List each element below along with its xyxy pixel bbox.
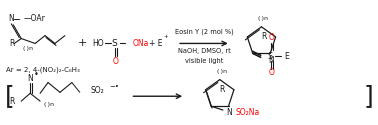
Text: −•: −• — [110, 84, 119, 90]
Text: Ar = 2, 4-(NO₂)₂-C₆H₃: Ar = 2, 4-(NO₂)₂-C₆H₃ — [6, 67, 80, 73]
Text: R: R — [9, 97, 14, 106]
Text: ( )n: ( )n — [217, 69, 227, 74]
Text: E: E — [285, 52, 289, 61]
Text: +: + — [78, 38, 87, 48]
Text: Eosin Y (2 mol %): Eosin Y (2 mol %) — [175, 28, 233, 35]
Text: ( )n: ( )n — [23, 46, 33, 51]
Text: ]: ] — [364, 84, 373, 108]
Text: R: R — [220, 85, 225, 94]
Text: O: O — [269, 68, 274, 77]
Text: visible light: visible light — [185, 58, 223, 64]
Text: N: N — [8, 14, 14, 24]
Text: N: N — [268, 56, 274, 65]
Text: ( )n: ( )n — [44, 102, 54, 106]
Text: HO: HO — [93, 39, 104, 48]
Text: SO₂Na: SO₂Na — [236, 108, 260, 116]
Text: •: • — [34, 70, 39, 79]
Text: +: + — [164, 34, 169, 39]
Text: O: O — [113, 56, 118, 66]
Text: —OAr: —OAr — [23, 14, 45, 24]
Text: O: O — [269, 33, 274, 42]
Text: ( )n: ( )n — [259, 16, 268, 21]
Text: NaOH, DMSO, rt: NaOH, DMSO, rt — [178, 48, 230, 54]
Text: + E: + E — [149, 39, 163, 48]
Text: R: R — [261, 32, 267, 42]
Text: [: [ — [5, 84, 14, 108]
Text: R: R — [9, 39, 15, 48]
Text: N: N — [27, 74, 33, 83]
Text: S: S — [112, 39, 118, 48]
Text: S: S — [268, 52, 273, 61]
Text: ONa: ONa — [132, 39, 149, 48]
Text: N: N — [227, 108, 232, 118]
Text: SO₂: SO₂ — [91, 86, 105, 95]
